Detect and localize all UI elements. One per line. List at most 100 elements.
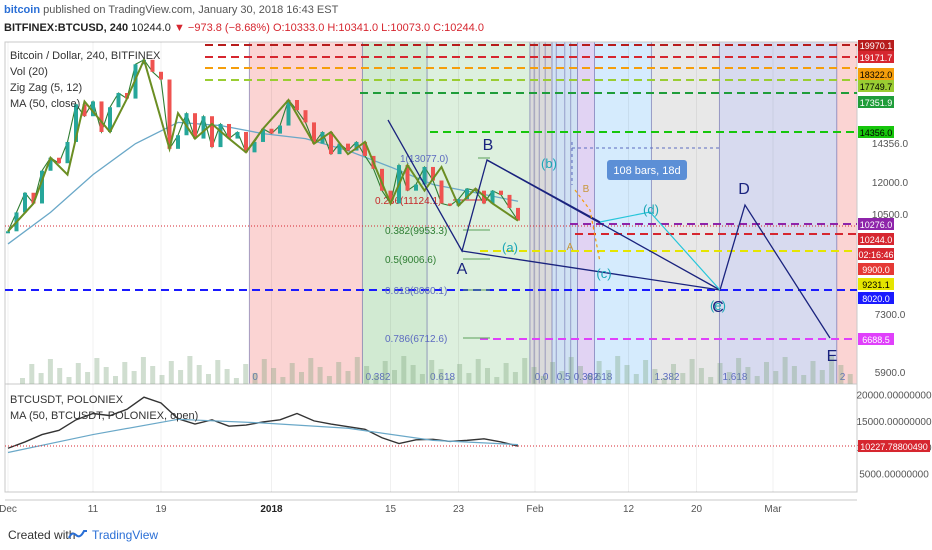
tradingview-logo-icon bbox=[68, 530, 87, 539]
measure-label: 108 bars, 18d bbox=[613, 165, 680, 177]
price-candle bbox=[6, 231, 10, 234]
volume-bar bbox=[29, 364, 35, 384]
price-label-box bbox=[858, 333, 894, 345]
legend-ma[interactable]: MA (50, close) bbox=[10, 98, 81, 110]
volume-bar bbox=[85, 372, 91, 384]
fib-level-label: 0.786(6712.6) bbox=[385, 334, 447, 345]
volume-bar bbox=[615, 356, 621, 384]
fib-level-label: 0.382(9953.3) bbox=[385, 226, 447, 237]
price-label-box bbox=[858, 96, 894, 108]
volume-bar bbox=[717, 363, 723, 384]
price-candle bbox=[312, 122, 316, 144]
legend-symbol[interactable]: Bitcoin / Dollar, 240, BITFINEX bbox=[10, 50, 161, 62]
sub-last-label: 10227.78800490 bbox=[860, 442, 928, 452]
y-tick-label: 5900.0 bbox=[875, 368, 906, 379]
legend-sub-ma[interactable]: MA (50, BTCUSDT, POLONIEX, open) bbox=[10, 410, 199, 422]
volume-bar bbox=[345, 371, 351, 384]
wave-label: E bbox=[827, 348, 838, 365]
x-tick-label: Mar bbox=[764, 504, 782, 515]
price-label: 8020.0 bbox=[862, 294, 890, 304]
created-with-text: Created with bbox=[8, 528, 76, 542]
volume-bar bbox=[187, 356, 193, 384]
volume-bar bbox=[819, 370, 825, 384]
price-candle bbox=[465, 188, 469, 200]
volume-bar bbox=[698, 368, 704, 384]
price-candle bbox=[252, 141, 257, 153]
volume-bar bbox=[38, 373, 44, 384]
publish-line: bitcoin published on TradingView.com, Ja… bbox=[4, 4, 338, 16]
price-candle bbox=[23, 192, 27, 213]
volume-bar bbox=[392, 370, 397, 384]
volume-bar bbox=[159, 375, 165, 384]
price-candle bbox=[201, 116, 206, 139]
volume-bar bbox=[326, 376, 332, 384]
volume-bar bbox=[419, 374, 425, 384]
price-candle bbox=[74, 104, 78, 142]
price-label: 17351.9 bbox=[860, 98, 893, 108]
zigzag-line bbox=[7, 56, 519, 232]
price-candle bbox=[354, 141, 359, 151]
price-label: 19171.7 bbox=[860, 53, 893, 63]
price-candle bbox=[159, 71, 163, 80]
price-candle bbox=[57, 157, 61, 164]
price-candle bbox=[40, 170, 44, 204]
volume-bar bbox=[736, 358, 742, 384]
fib-time-label: 0 bbox=[252, 372, 258, 383]
price-label-box bbox=[858, 40, 894, 51]
price-candle bbox=[499, 190, 503, 195]
price-label-box bbox=[858, 233, 894, 245]
time-zone-band bbox=[836, 42, 857, 384]
volume-bar bbox=[512, 372, 518, 384]
volume-bar bbox=[810, 361, 816, 384]
price-candle bbox=[269, 128, 274, 134]
price-candle bbox=[422, 166, 427, 185]
price-candle bbox=[388, 190, 393, 204]
price-candle bbox=[176, 135, 180, 149]
price-candle bbox=[227, 123, 231, 139]
volume-bar bbox=[708, 377, 714, 384]
volume-bar bbox=[447, 378, 453, 384]
volume-bar bbox=[838, 365, 844, 384]
price-candle bbox=[48, 157, 53, 171]
volume-bar bbox=[20, 378, 25, 384]
price-candle bbox=[507, 194, 512, 208]
volume-bar bbox=[178, 370, 184, 384]
wave-label: C bbox=[712, 299, 724, 316]
price-label: 02:16:46 bbox=[858, 250, 893, 260]
volume-bar bbox=[233, 378, 239, 384]
legend-volume[interactable]: Vol (20) bbox=[10, 66, 48, 78]
wave-label: B bbox=[483, 137, 494, 154]
ohlc-line: BITFINEX:BTCUSD, 240 10244.0 ▼ −973.8 (−… bbox=[4, 22, 484, 34]
price-candle bbox=[456, 199, 461, 206]
volume-bar bbox=[113, 376, 118, 384]
footer: Created with TradingView bbox=[0, 520, 932, 550]
time-zone-band bbox=[362, 42, 428, 384]
time-zone-band bbox=[651, 42, 720, 384]
sub-y-tick-label: 5000.00000000 bbox=[859, 470, 929, 481]
fib-level-label: 0.5(9006.6) bbox=[385, 255, 436, 266]
author-link[interactable]: bitcoin bbox=[4, 4, 41, 16]
down-triangle-icon: ▼ bbox=[173, 22, 185, 34]
volume-bar bbox=[466, 373, 472, 384]
volume-bar bbox=[671, 364, 676, 384]
tradingview-link[interactable]: TradingView bbox=[92, 528, 159, 542]
volume-bar bbox=[791, 366, 797, 384]
price-candle bbox=[431, 166, 435, 181]
volume-bar bbox=[680, 373, 686, 384]
wave-trendline bbox=[486, 159, 601, 223]
volume-bar bbox=[438, 369, 444, 384]
volume-bar bbox=[661, 378, 667, 384]
legend-zigzag[interactable]: Zig Zag (5, 12) bbox=[10, 82, 83, 94]
wave-label: A bbox=[567, 242, 574, 253]
legend-sub-symbol[interactable]: BTCUSDT, POLONIEX bbox=[10, 394, 124, 406]
volume-bar bbox=[587, 375, 593, 384]
volume-bar bbox=[457, 364, 463, 384]
price-candle bbox=[244, 131, 248, 153]
volume-bar bbox=[382, 361, 388, 384]
price-label-box bbox=[858, 263, 894, 275]
volume-bar bbox=[689, 359, 695, 384]
price-candle bbox=[193, 113, 197, 139]
volume-bar bbox=[559, 371, 565, 384]
volume-bar bbox=[131, 371, 137, 384]
